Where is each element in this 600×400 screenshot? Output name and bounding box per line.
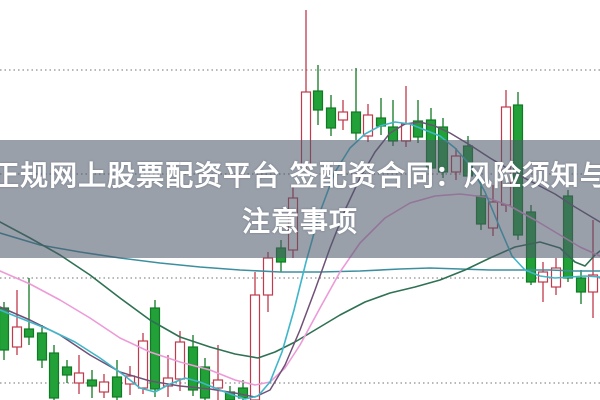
- headline-line-1: 正规网上股票配资平台 签配资合同：风险须知与: [0, 160, 600, 191]
- headline-line-2: 注意事项: [241, 206, 358, 237]
- headline-banner: 正规网上股票配资平台 签配资合同：风险须知与 注意事项: [0, 140, 600, 258]
